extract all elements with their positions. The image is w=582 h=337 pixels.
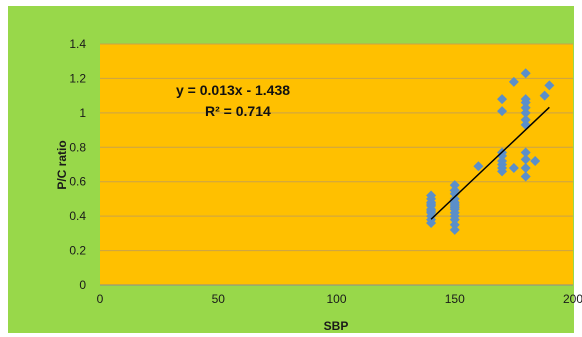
- data-point: [520, 102, 531, 113]
- y-tick-label: 0.8: [69, 140, 86, 154]
- y-tick-label: 0.4: [69, 209, 86, 223]
- y-tick-label: 0.6: [69, 175, 86, 189]
- data-points: [426, 68, 555, 235]
- x-tick-label: 0: [97, 292, 104, 306]
- y-tick-labels: 0 0.2 0.4 0.6 0.8 1 1.2 1.4: [69, 37, 86, 292]
- data-point: [520, 162, 531, 173]
- data-point: [520, 119, 531, 130]
- data-point: [520, 107, 531, 118]
- trendline: [430, 106, 550, 220]
- y-tick-label: 0: [79, 278, 86, 292]
- x-tick-label: 50: [212, 292, 226, 306]
- data-point: [426, 190, 437, 201]
- plot-area: [100, 44, 573, 285]
- data-point: [449, 193, 460, 204]
- x-tick-labels: 0 50 100 150 200: [97, 292, 582, 306]
- data-point: [473, 161, 484, 172]
- data-point: [544, 80, 555, 91]
- data-point: [449, 224, 460, 235]
- data-point: [520, 171, 531, 182]
- gridlines: [100, 43, 573, 252]
- data-point: [508, 76, 519, 87]
- y-tick-label: 1: [79, 106, 86, 120]
- data-point: [520, 147, 531, 158]
- x-tick-label: 150: [445, 292, 465, 306]
- trendline-equation: y = 0.013x - 1.438: [176, 82, 290, 98]
- y-axis-title: P/C ratio: [55, 140, 69, 189]
- data-point: [520, 68, 531, 79]
- data-point: [497, 156, 508, 167]
- y-tick-label: 1.4: [69, 37, 86, 51]
- x-tick-label: 200: [563, 292, 582, 306]
- y-tick-label: 1.2: [69, 71, 86, 85]
- x-axis-title: SBP: [324, 319, 349, 333]
- data-point: [539, 90, 550, 101]
- data-point: [508, 162, 519, 173]
- data-point: [449, 219, 460, 230]
- data-point: [530, 156, 541, 167]
- data-point: [497, 94, 508, 105]
- data-point: [449, 180, 460, 191]
- y-tick-label: 0.2: [69, 244, 86, 258]
- data-point: [520, 114, 531, 125]
- x-tick-label: 100: [326, 292, 346, 306]
- data-point: [449, 185, 460, 196]
- data-point: [497, 106, 508, 117]
- r-squared-label: R² = 0.714: [205, 103, 271, 119]
- data-point: [520, 154, 531, 165]
- data-point: [520, 94, 531, 105]
